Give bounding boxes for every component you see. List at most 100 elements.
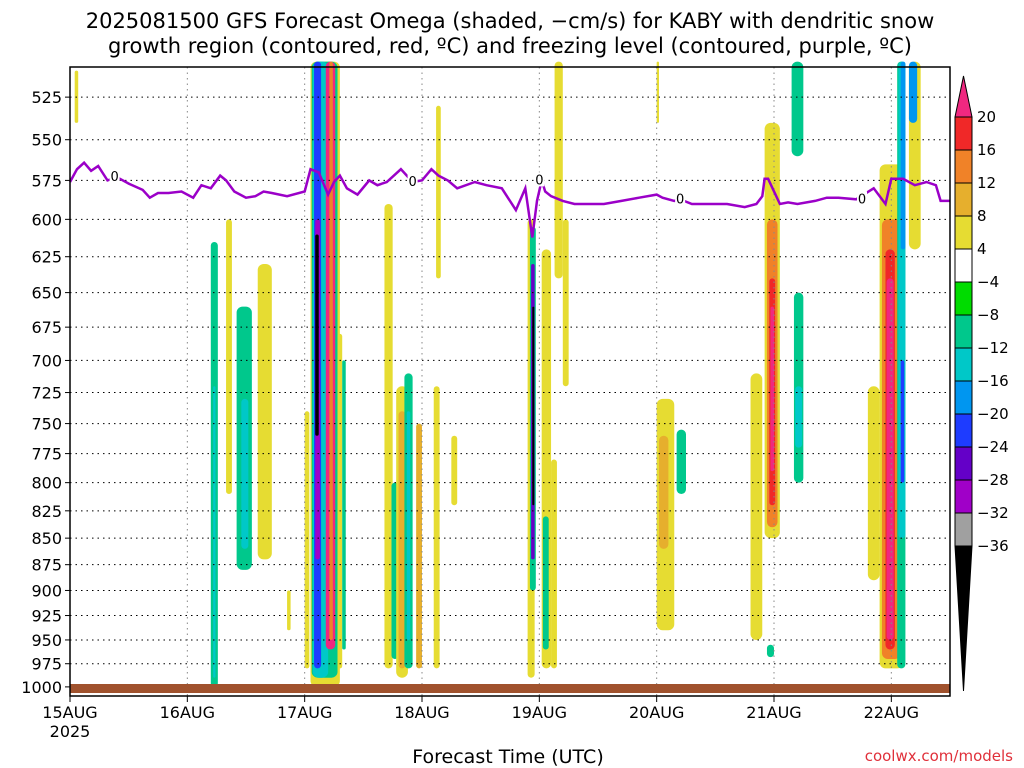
freezing-level-label: 0 xyxy=(676,192,684,207)
colorbar-segment xyxy=(954,248,973,283)
colorbar-segment xyxy=(954,380,973,415)
colorbar-label: −8 xyxy=(977,306,999,324)
freezing-level-label: 0 xyxy=(858,192,866,207)
x-tick-label: 16AUG xyxy=(160,703,215,722)
credit-text: coolwx.com/models xyxy=(865,747,1013,765)
omega-region xyxy=(542,516,549,650)
chart-title-line-2: growth region (contoured, red, ºC) and f… xyxy=(108,34,912,58)
colorbar-label: 8 xyxy=(977,207,987,225)
colorbar-label: 16 xyxy=(977,141,996,159)
colorbar-segment xyxy=(954,512,973,547)
omega-region xyxy=(398,411,406,669)
y-tick-label: 725 xyxy=(31,384,62,403)
omega-region xyxy=(436,105,441,279)
colorbar: 20 16 12 8 4 −4 −8 −12 −16 −20 −24 −28 −32 −36 xyxy=(954,75,1009,692)
omega-region xyxy=(433,386,440,669)
omega-region xyxy=(329,61,333,640)
omega-region xyxy=(315,234,319,436)
colorbar-label: −4 xyxy=(977,273,999,291)
omega-region xyxy=(451,435,458,506)
omega-region xyxy=(656,61,660,123)
omega-region xyxy=(750,373,763,640)
x-axis-ticks: 15AUG 16AUG 17AUG 18AUG 19AUG 20AUG 21AUG 22AUG xyxy=(42,696,919,722)
omega-region xyxy=(795,386,803,448)
omega-region xyxy=(659,435,669,549)
colorbar-segment xyxy=(954,446,973,481)
x-tick-label: 20AUG xyxy=(629,703,684,722)
colorbar-label: −24 xyxy=(977,438,1009,456)
omega-region xyxy=(416,423,422,669)
y-tick-label: 850 xyxy=(31,529,62,548)
omega-region xyxy=(554,61,563,279)
plot-frame xyxy=(69,66,951,697)
x-axis-year: 2025 xyxy=(50,722,91,741)
y-tick-label: 675 xyxy=(31,318,62,337)
y-tick-label: 900 xyxy=(31,581,62,600)
colorbar-segment xyxy=(954,215,973,250)
colorbar-label: −20 xyxy=(977,405,1009,423)
y-tick-label: 700 xyxy=(31,351,62,370)
omega-region xyxy=(241,398,249,549)
freezing-level-label-bg xyxy=(109,169,120,184)
x-tick-label: 19AUG xyxy=(512,703,567,722)
colorbar-label: −32 xyxy=(977,504,1009,522)
y-tick-label: 525 xyxy=(31,88,62,107)
freezing-level-labels: 0 0 0 0 0 xyxy=(109,169,867,207)
y-tick-label: 750 xyxy=(31,415,62,434)
y-tick-label: 825 xyxy=(31,502,62,521)
omega-region xyxy=(406,411,411,640)
omega-region xyxy=(900,360,905,483)
chart-title-line-1: 2025081500 GFS Forecast Omega (shaded, −… xyxy=(86,9,935,33)
omega-region xyxy=(562,219,569,387)
colorbar-label: −36 xyxy=(977,537,1009,555)
y-tick-label: 950 xyxy=(31,631,62,650)
colorbar-label: −12 xyxy=(977,339,1009,357)
freezing-level-label: 0 xyxy=(110,170,118,185)
colorbar-label: −16 xyxy=(977,372,1009,390)
y-tick-label: 575 xyxy=(31,171,62,190)
colorbar-segment xyxy=(954,314,973,349)
freezing-level-contour xyxy=(68,160,950,238)
omega-region xyxy=(226,219,232,495)
colorbar-segment xyxy=(954,182,973,217)
ground-strip xyxy=(70,684,950,693)
colorbar-label: −28 xyxy=(977,471,1009,489)
colorbar-label: 20 xyxy=(977,108,996,126)
freezing-level-label-bg xyxy=(534,172,545,187)
omega-region xyxy=(791,61,804,157)
omega-region xyxy=(337,333,343,669)
x-tick-label: 18AUG xyxy=(394,703,449,722)
y-tick-label: 925 xyxy=(31,607,62,626)
colorbar-segment xyxy=(954,413,973,448)
omega-region xyxy=(287,590,291,631)
omega-region xyxy=(766,644,774,658)
colorbar-label: 12 xyxy=(977,174,996,192)
colorbar-segment xyxy=(954,479,973,514)
plot-area: 0 0 0 0 0 xyxy=(68,61,951,697)
omega-region xyxy=(908,61,918,123)
y-tick-label: 600 xyxy=(31,210,62,229)
x-tick-label: 17AUG xyxy=(277,703,332,722)
freezing-level-label-bg xyxy=(675,191,686,206)
omega-region xyxy=(532,306,535,506)
y-tick-label: 800 xyxy=(31,474,62,493)
y-tick-label: 1000 xyxy=(21,678,62,697)
colorbar-segment xyxy=(954,347,973,382)
omega-region xyxy=(213,386,216,678)
x-tick-label: 15AUG xyxy=(42,703,97,722)
colorbar-segment xyxy=(954,281,973,316)
y-tick-label: 650 xyxy=(31,284,62,303)
colorbar-min-triangle xyxy=(954,545,973,692)
y-tick-label: 775 xyxy=(31,445,62,464)
omega-region xyxy=(676,429,686,495)
omega-shading xyxy=(74,61,921,687)
omega-region xyxy=(770,306,774,472)
omega-region xyxy=(886,278,894,640)
plot-background xyxy=(70,67,950,696)
omega-region xyxy=(867,386,880,581)
x-axis-title: Forecast Time (UTC) xyxy=(412,746,603,768)
freezing-level-label: 0 xyxy=(408,175,416,190)
omega-region xyxy=(342,360,346,650)
x-tick-label: 22AUG xyxy=(864,703,919,722)
